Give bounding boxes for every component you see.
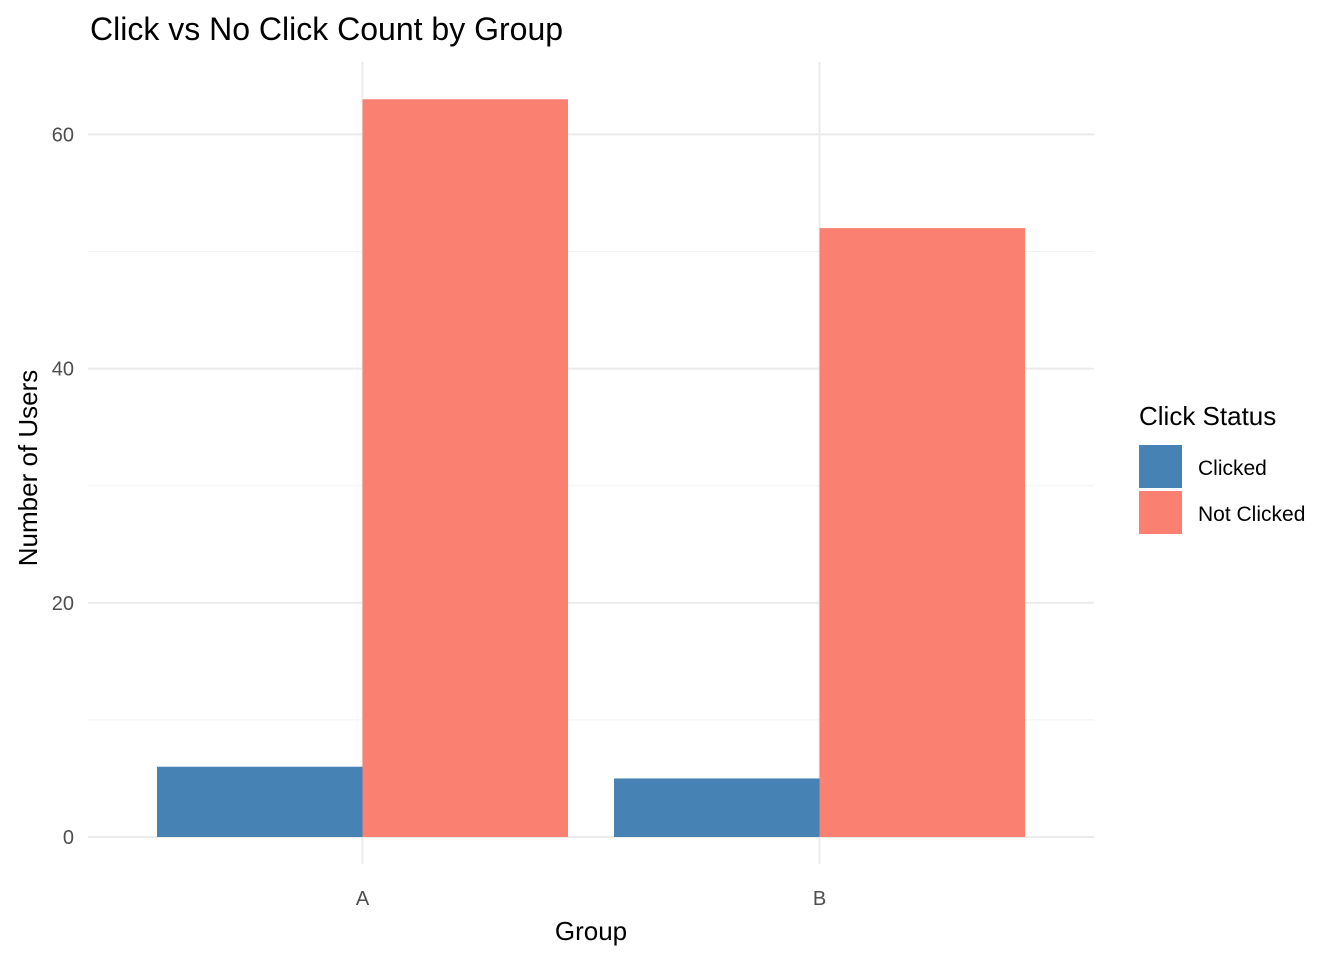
y-axis-title: Number of Users <box>13 370 43 567</box>
x-axis-title: Group <box>555 916 627 946</box>
bars <box>157 99 1025 837</box>
legend-label: Not Clicked <box>1198 503 1305 526</box>
y-tick-label: 60 <box>52 124 74 146</box>
x-tick-label: B <box>813 888 826 910</box>
bar-a-not-clicked <box>362 99 568 837</box>
x-tick-label: A <box>356 888 370 910</box>
legend: Click Status Clicked Not Clicked <box>1139 401 1305 534</box>
legend-label: Clicked <box>1198 457 1267 480</box>
y-axis-ticks: 0 20 40 60 <box>52 124 74 849</box>
bar-b-clicked <box>614 778 820 837</box>
y-tick-label: 20 <box>52 593 74 615</box>
legend-title: Click Status <box>1139 401 1276 431</box>
legend-swatch <box>1139 445 1182 488</box>
y-tick-label: 0 <box>63 827 74 849</box>
bar-b-not-clicked <box>819 228 1025 837</box>
y-tick-label: 40 <box>52 359 74 381</box>
chart-title: Click vs No Click Count by Group <box>90 11 563 47</box>
bar-a-clicked <box>157 766 363 837</box>
legend-swatch <box>1139 491 1182 534</box>
